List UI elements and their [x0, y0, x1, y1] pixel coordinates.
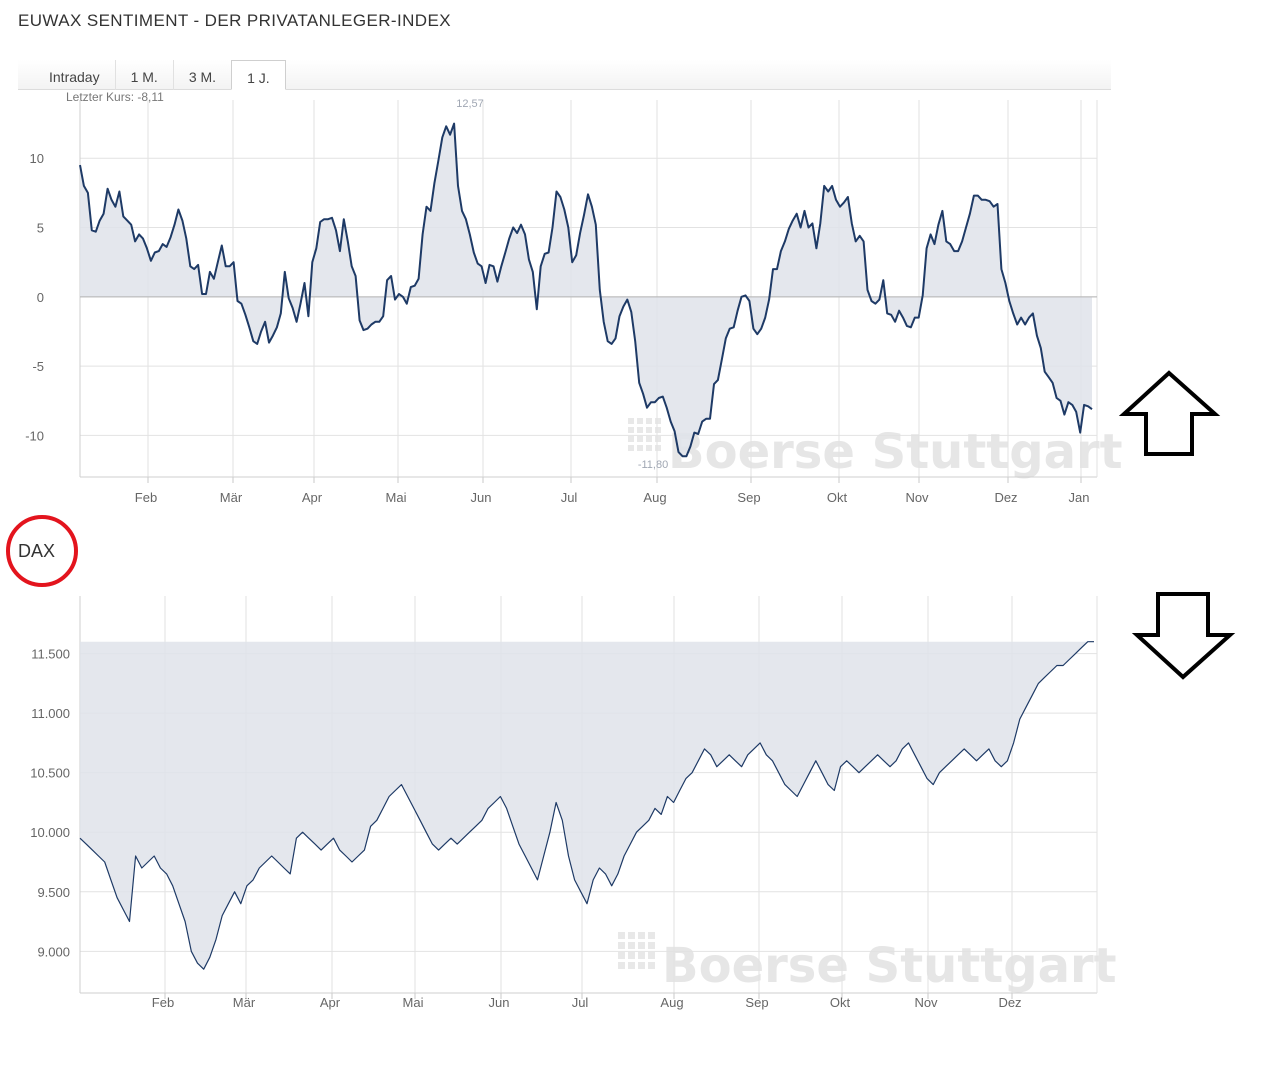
- y-tick-label: 10.500: [30, 766, 70, 781]
- y-tick-label: 11.000: [31, 706, 70, 721]
- last-price-label: Letzter Kurs: -8,11: [66, 90, 164, 104]
- euwax-watermark: Boerse Stuttgart: [628, 418, 1123, 480]
- dax-chart: Boerse Stuttgart 11.500 11.000 10.500 10.00…: [30, 596, 1117, 1010]
- x-tick-label: Okt: [827, 490, 848, 505]
- x-tick-label: Aug: [660, 995, 683, 1010]
- x-tick-label: Nov: [914, 995, 938, 1010]
- annotation-min: -11,80: [638, 459, 668, 471]
- watermark-text: Boerse Stuttgart: [668, 424, 1123, 480]
- annotation-max: 12,57: [456, 98, 484, 110]
- y-tick-label: 10: [30, 151, 44, 166]
- tab-3-months[interactable]: 3 M.: [172, 60, 231, 90]
- x-tick-label: Apr: [320, 995, 341, 1010]
- tab-1-year[interactable]: 1 J.: [231, 60, 286, 90]
- x-tick-label: Jun: [471, 490, 492, 505]
- x-tick-label: Jul: [561, 490, 578, 505]
- y-tick-label: 9.000: [37, 944, 70, 959]
- x-tick-label: Okt: [830, 995, 851, 1010]
- page-title: EUWAX SENTIMENT - DER PRIVATANLEGER-INDE…: [18, 11, 451, 30]
- x-tick-label: Jul: [572, 995, 589, 1010]
- dax-series-line: [79, 641, 1094, 970]
- x-tick-label: Jun: [489, 995, 510, 1010]
- arrow-up-outline-icon: [1118, 370, 1221, 456]
- y-tick-label: -5: [32, 359, 44, 374]
- dax-chart-label: DAX: [18, 541, 56, 561]
- x-tick-label: Sep: [745, 995, 768, 1010]
- y-tick-label: 10.000: [30, 825, 70, 840]
- watermark-logo-grid-icon: [628, 418, 661, 451]
- y-tick-label: 5: [37, 221, 44, 236]
- x-tick-label: Dez: [998, 995, 1021, 1010]
- x-tick-label: Sep: [737, 490, 760, 505]
- red-circle-annotation: [6, 515, 78, 587]
- watermark-text: Boerse Stuttgart: [662, 938, 1117, 994]
- x-tick-label: Aug: [643, 490, 666, 505]
- x-tick-label: Dez: [994, 490, 1017, 505]
- x-tick-label: Jan: [1069, 490, 1090, 505]
- euwax-area-fill: [80, 123, 1092, 457]
- arrow-down-outline-icon: [1131, 592, 1236, 680]
- y-tick-label: 9.500: [37, 885, 70, 900]
- dax-area-fill: [80, 641, 1094, 970]
- x-tick-label: Mär: [233, 995, 256, 1010]
- timeframe-tabbar: Intraday 1 M. 3 M. 1 J.: [18, 60, 1111, 90]
- euwax-series-line: [79, 122, 1093, 458]
- tab-intraday[interactable]: Intraday: [49, 69, 100, 85]
- tab-1-month[interactable]: 1 M.: [114, 60, 173, 90]
- x-tick-label: Apr: [302, 490, 323, 505]
- y-tick-label: -10: [25, 428, 44, 443]
- x-tick-label: Nov: [905, 490, 929, 505]
- y-tick-label: 0: [37, 290, 44, 305]
- euwax-chart: Boerse Stuttgart 10 5 0 -5 -10 Feb Mär Apr Mai J…: [25, 98, 1122, 505]
- x-tick-label: Mai: [386, 490, 407, 505]
- x-tick-label: Feb: [135, 490, 157, 505]
- watermark-logo-grid-icon: [618, 932, 655, 969]
- dax-watermark: Boerse Stuttgart: [618, 932, 1117, 994]
- x-tick-label: Feb: [152, 995, 174, 1010]
- x-tick-label: Mär: [220, 490, 243, 505]
- x-tick-label: Mai: [403, 995, 424, 1010]
- y-tick-label: 11.500: [31, 647, 70, 662]
